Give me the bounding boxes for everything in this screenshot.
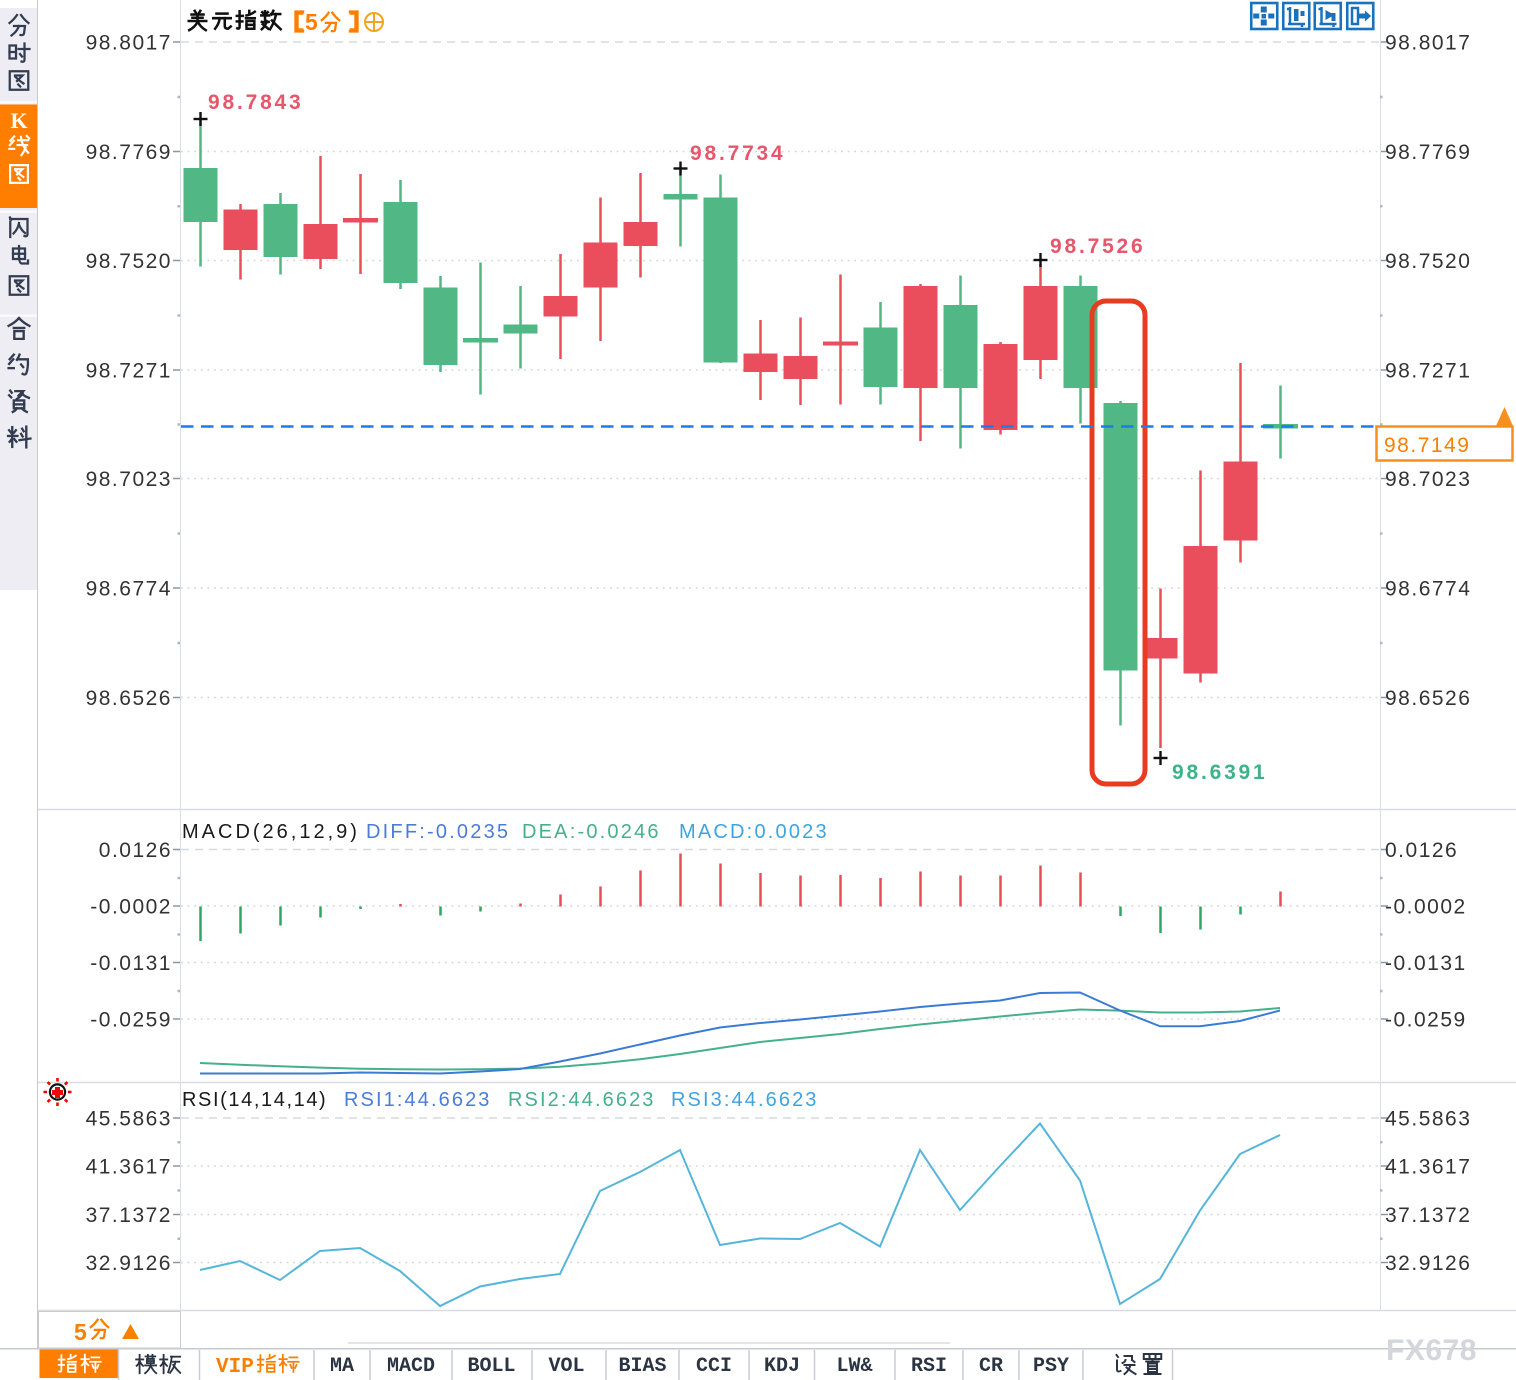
svg-text:RSI3:44.6623: RSI3:44.6623 (671, 1089, 819, 1111)
svg-text:DIFF:-0.0235: DIFF:-0.0235 (366, 821, 510, 843)
svg-text:RSI1:44.6623: RSI1:44.6623 (344, 1089, 492, 1111)
svg-text:PSY: PSY (1033, 1355, 1069, 1378)
svg-text:VIP: VIP (216, 1356, 254, 1379)
svg-text:0.0126: 0.0126 (99, 839, 172, 862)
svg-text:98.8017: 98.8017 (1385, 32, 1471, 55)
svg-text:MACD:0.0023: MACD:0.0023 (679, 821, 829, 843)
svg-text:RSI2:44.6623: RSI2:44.6623 (508, 1089, 656, 1111)
svg-text:98.6391: 98.6391 (1172, 761, 1268, 784)
svg-text:98.7769: 98.7769 (86, 141, 172, 164)
svg-text:-0.0259: -0.0259 (90, 1009, 172, 1032)
svg-text:98.8017: 98.8017 (86, 32, 172, 55)
svg-text:LW&: LW& (836, 1355, 872, 1378)
svg-text:K: K (10, 108, 27, 133)
svg-text:41.3617: 41.3617 (1385, 1156, 1471, 1179)
svg-text:-0.0131: -0.0131 (1385, 952, 1467, 975)
svg-text:CCI: CCI (696, 1355, 732, 1378)
svg-text:98.7843: 98.7843 (208, 91, 304, 114)
svg-text:FX678: FX678 (1386, 1334, 1477, 1367)
svg-text:37.1372: 37.1372 (86, 1204, 172, 1227)
svg-text:98.7734: 98.7734 (690, 142, 786, 165)
svg-text:32.9126: 32.9126 (1385, 1252, 1471, 1275)
svg-text:98.7520: 98.7520 (86, 250, 172, 273)
svg-text:98.7526: 98.7526 (1050, 235, 1146, 258)
svg-text:98.6526: 98.6526 (86, 687, 172, 710)
svg-text:98.6774: 98.6774 (86, 578, 172, 601)
svg-text:98.7149: 98.7149 (1384, 434, 1470, 457)
svg-text:RSI(14,14,14): RSI(14,14,14) (182, 1089, 327, 1111)
svg-text:98.7520: 98.7520 (1385, 250, 1471, 273)
svg-text:5: 5 (305, 9, 318, 35)
svg-text:-0.0131: -0.0131 (90, 952, 172, 975)
svg-text:DEA:-0.0246: DEA:-0.0246 (522, 821, 661, 843)
svg-text:VOL: VOL (548, 1355, 584, 1378)
svg-text:98.7769: 98.7769 (1385, 141, 1471, 164)
svg-text:-0.0259: -0.0259 (1385, 1009, 1467, 1032)
svg-text:45.5863: 45.5863 (86, 1108, 172, 1131)
svg-text:5: 5 (74, 1319, 87, 1345)
svg-text:KDJ: KDJ (764, 1355, 800, 1378)
svg-text:-0.0002: -0.0002 (1385, 896, 1467, 919)
svg-text:98.7023: 98.7023 (86, 468, 172, 491)
svg-text:45.5863: 45.5863 (1385, 1108, 1471, 1131)
svg-text:41.3617: 41.3617 (86, 1156, 172, 1179)
svg-text:98.6526: 98.6526 (1385, 687, 1471, 710)
svg-text:32.9126: 32.9126 (86, 1252, 172, 1275)
svg-text:BIAS: BIAS (618, 1355, 666, 1378)
svg-text:CR: CR (979, 1355, 1003, 1378)
svg-text:37.1372: 37.1372 (1385, 1204, 1471, 1227)
svg-text:0.0126: 0.0126 (1385, 839, 1458, 862)
svg-text:98.6774: 98.6774 (1385, 578, 1471, 601)
svg-text:-0.0002: -0.0002 (90, 896, 172, 919)
svg-text:MACD: MACD (387, 1355, 435, 1378)
svg-text:MA: MA (330, 1355, 354, 1378)
svg-text:RSI: RSI (911, 1355, 947, 1378)
svg-text:98.7271: 98.7271 (1385, 360, 1471, 383)
svg-text:BOLL: BOLL (467, 1355, 515, 1378)
svg-text:98.7271: 98.7271 (86, 360, 172, 383)
svg-text:98.7023: 98.7023 (1385, 468, 1471, 491)
svg-text:MACD(26,12,9): MACD(26,12,9) (182, 821, 360, 843)
